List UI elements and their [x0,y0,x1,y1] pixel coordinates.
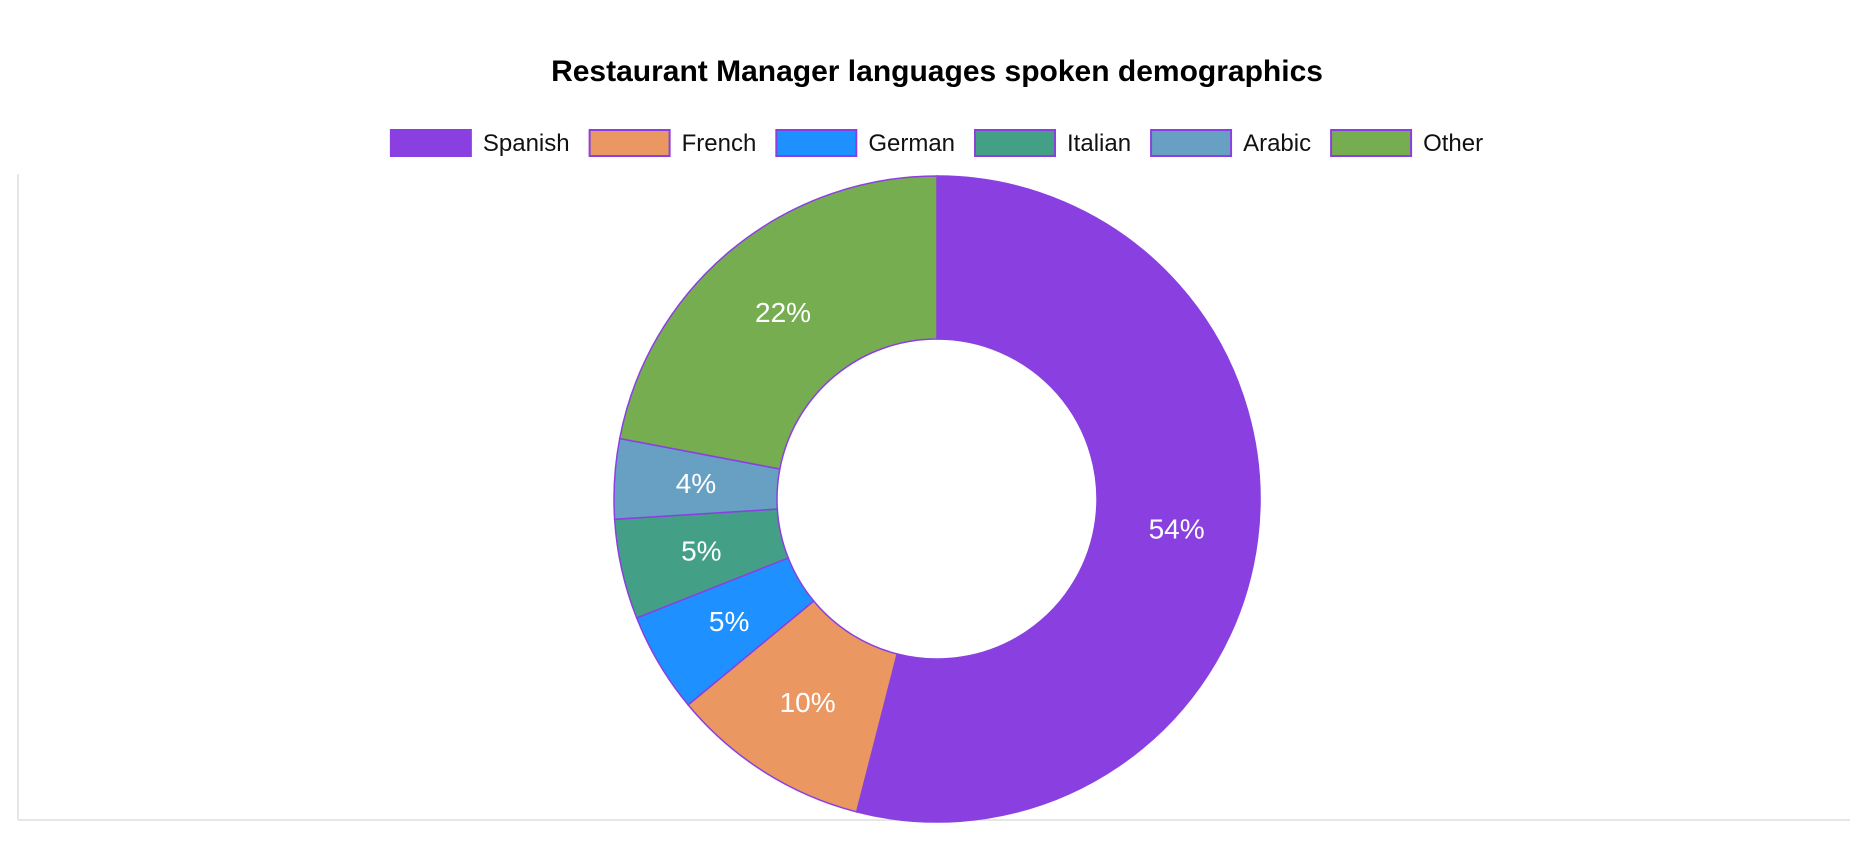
slices [613,175,1261,823]
slice-label-german: 5% [709,606,749,637]
legend-item-other[interactable]: Other [1330,129,1483,157]
legend-swatch-arabic [1150,129,1233,157]
legend-label-german: German [868,130,955,157]
slice-other[interactable] [618,175,938,470]
slice-label-italian: 5% [681,536,721,567]
slice-label-other: 22% [755,297,811,328]
legend-label-arabic: Arabic [1243,130,1311,157]
legend-item-french[interactable]: French [588,129,757,157]
slice-label-spanish: 54% [1149,513,1205,544]
legend-label-other: Other [1423,130,1483,157]
slice-label-arabic: 4% [676,468,716,499]
slice-label-french: 10% [780,687,836,718]
legend-swatch-german [775,129,858,157]
legend-label-italian: Italian [1067,130,1131,157]
legend-label-spanish: Spanish [483,130,570,157]
legend-item-arabic[interactable]: Arabic [1150,129,1311,157]
legend-item-german[interactable]: German [775,129,955,157]
chart-title: Restaurant Manager languages spoken demo… [551,55,1323,88]
legend-swatch-italian [974,129,1057,157]
legend-swatch-spanish [389,129,472,157]
legend-swatch-other [1330,129,1413,157]
slice-labels: 54% 10% 5% 5% 4% 22% [676,297,1205,718]
legend-item-spanish[interactable]: Spanish [389,129,570,157]
legend-item-italian[interactable]: Italian [974,129,1131,157]
legend-swatch-french [588,129,671,157]
legend: Spanish French German Italian Arabic Other [389,129,1483,157]
slice-spanish[interactable] [855,175,1261,823]
legend-label-french: French [682,130,757,157]
